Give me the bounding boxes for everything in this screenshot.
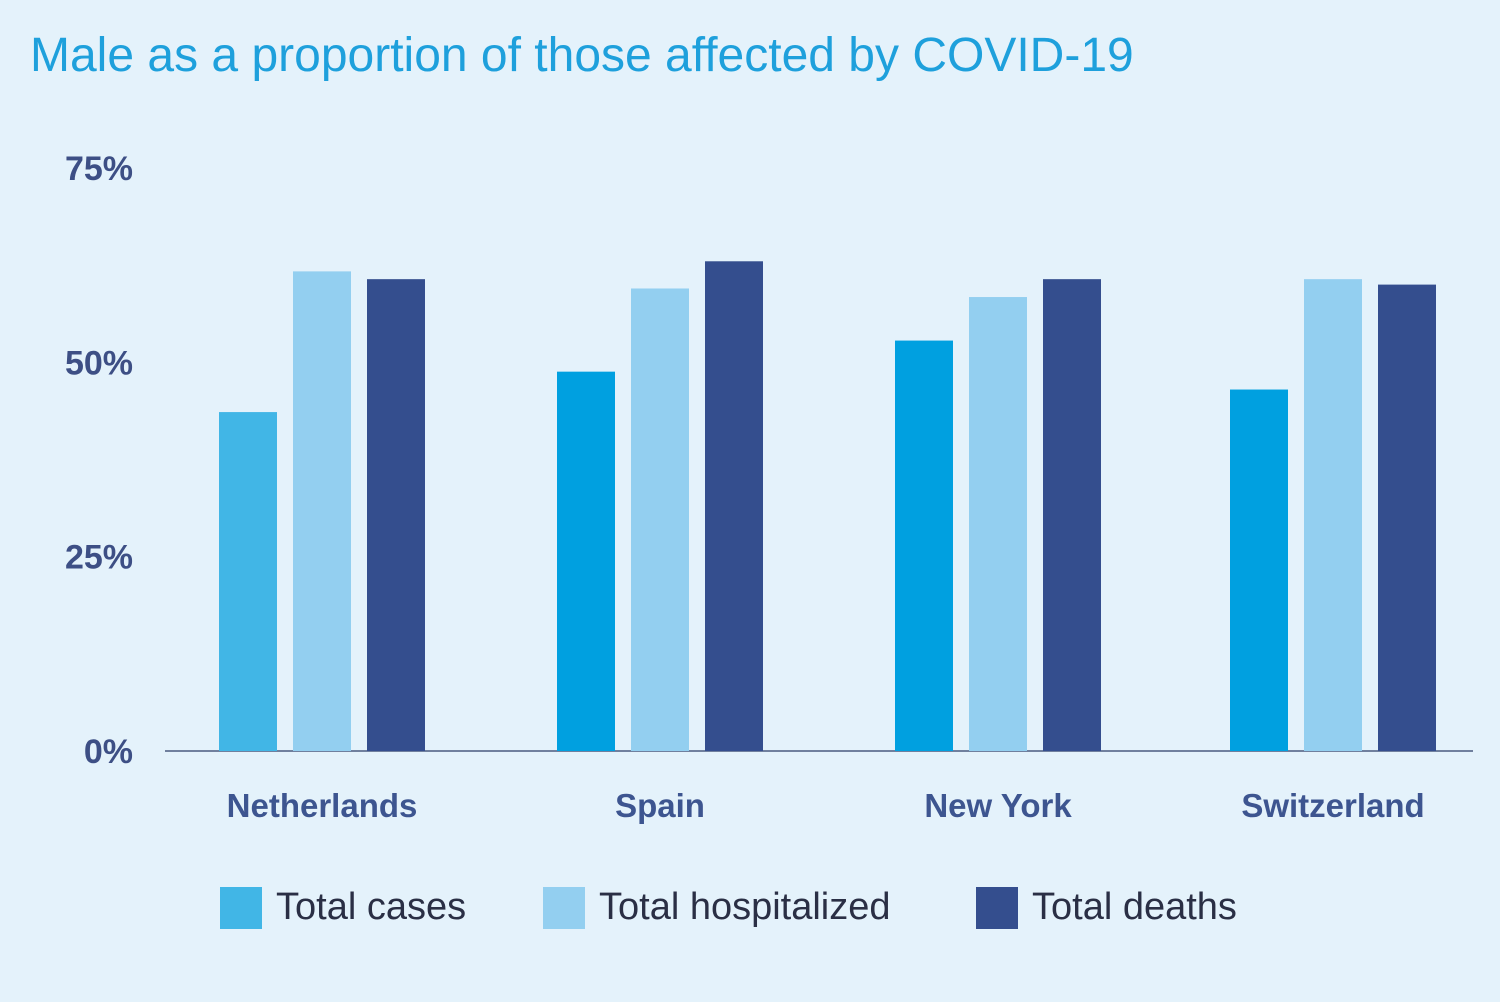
- bar-total-hospitalized: [1304, 279, 1362, 751]
- bar-total-hospitalized: [969, 297, 1027, 751]
- bar-total-cases: [219, 412, 277, 751]
- legend-label: Total cases: [276, 886, 467, 928]
- bar-total-cases: [895, 340, 953, 751]
- x-tick-label: Spain: [615, 787, 705, 824]
- bar-total-hospitalized: [293, 271, 351, 751]
- y-tick-label: 50%: [65, 344, 133, 382]
- x-tick-label: Switzerland: [1241, 787, 1424, 824]
- legend-item: Total hospitalized: [543, 886, 891, 929]
- x-tick-label: New York: [924, 787, 1072, 824]
- legend-item: Total cases: [220, 886, 466, 929]
- legend-swatch: [220, 886, 262, 929]
- bar-total-deaths: [1378, 284, 1436, 751]
- legend-label: Total hospitalized: [599, 886, 891, 928]
- bar-total-deaths: [367, 279, 425, 751]
- bar-total-cases: [557, 371, 615, 751]
- bar-total-cases: [1230, 389, 1288, 751]
- legend-swatch: [976, 886, 1018, 929]
- legend-swatch: [543, 886, 585, 929]
- x-tick-label: Netherlands: [227, 787, 418, 824]
- legend-label: Total deaths: [1032, 886, 1237, 928]
- bar-total-hospitalized: [631, 288, 689, 751]
- chart-title: Male as a proportion of those affected b…: [30, 29, 1134, 82]
- legend-item: Total deaths: [976, 886, 1237, 929]
- bar-total-deaths: [1043, 279, 1101, 751]
- y-tick-label: 75%: [65, 150, 133, 188]
- y-tick-label: 25%: [65, 539, 133, 577]
- y-tick-label: 0%: [84, 733, 133, 771]
- bar-total-deaths: [705, 261, 763, 751]
